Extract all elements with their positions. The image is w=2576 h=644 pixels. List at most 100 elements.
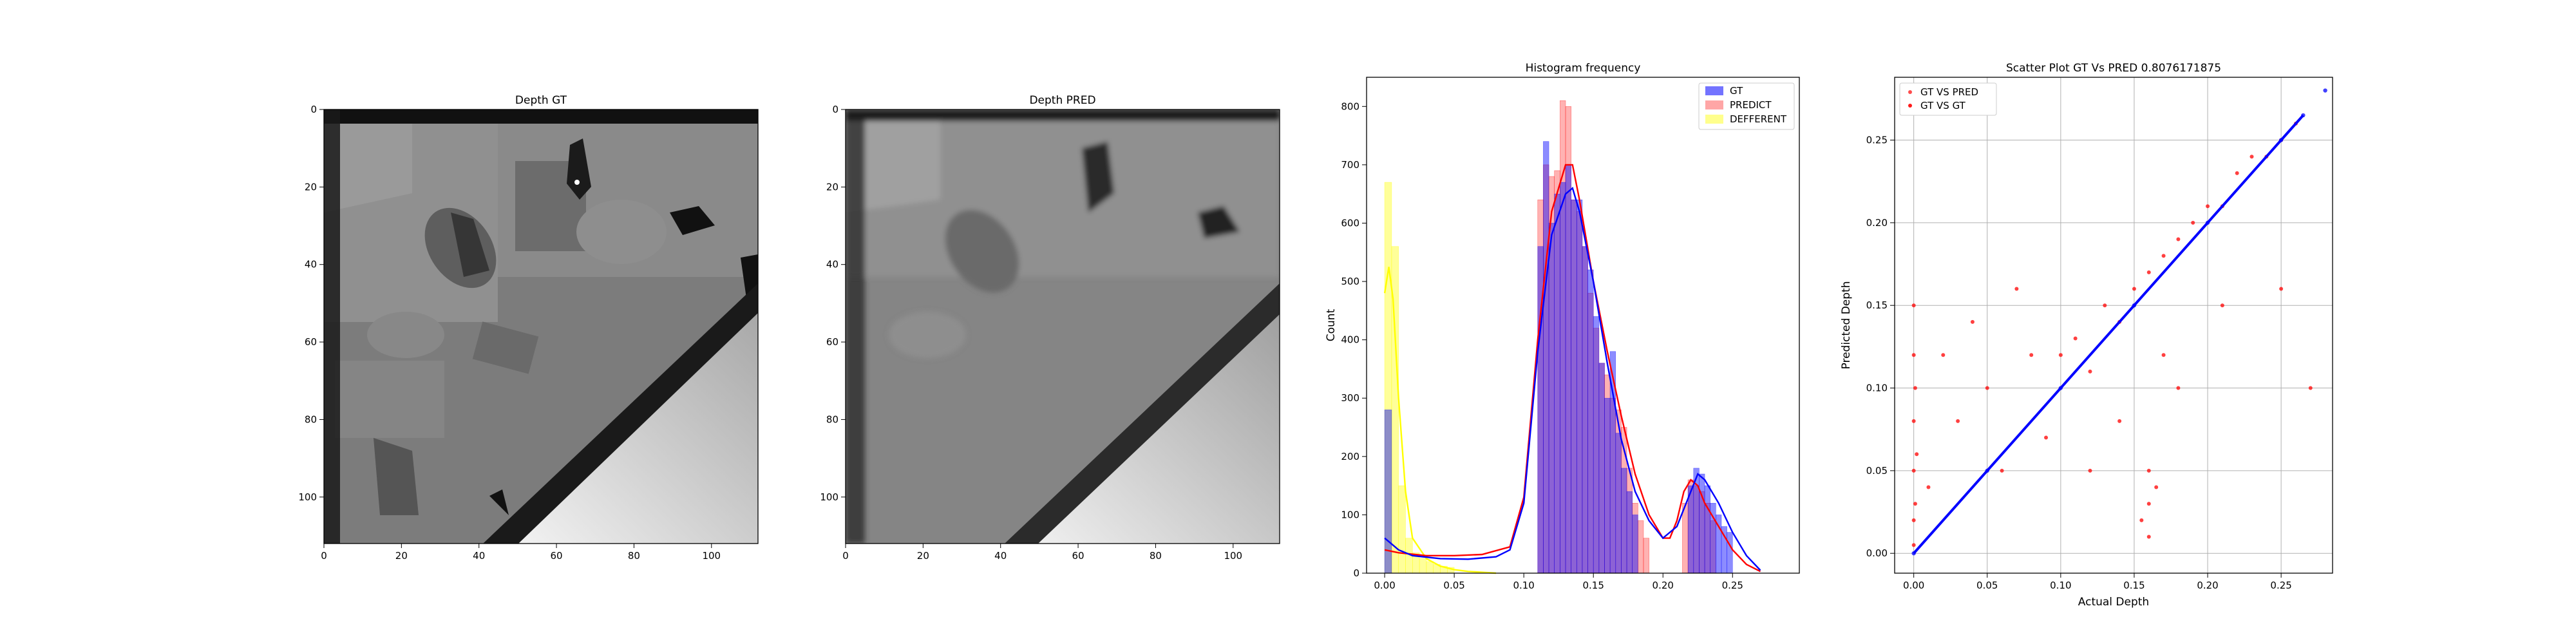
panel3-axes: 0.00 0.05 0.10 0.15 0.20 0.25 0 100 200 300 400 500…	[1341, 100, 1743, 591]
hist-bar	[1576, 199, 1583, 574]
point-gt-vs-pred	[2249, 155, 2254, 159]
point-gt-vs-pred	[1911, 543, 1916, 547]
panel-scatter: Scatter Plot GT Vs PRED 0.8076171875 0.0…	[1840, 62, 2333, 609]
point-gt-vs-pred	[1915, 452, 1919, 457]
y-tick-label: 80	[826, 413, 838, 425]
point-gt-vs-pred	[2044, 435, 2049, 440]
kde-line	[1384, 164, 1761, 573]
legend-label-gt-vs-pred: GT VS PRED	[1920, 86, 1978, 98]
y-tick-label: 0.00	[1866, 547, 1888, 559]
y-tick-label: 0	[310, 104, 317, 115]
point-gt-vs-pred	[1911, 518, 1916, 522]
hist-bar	[1565, 164, 1571, 574]
x-tick-label: 0.10	[2050, 580, 2071, 591]
hist-bar	[1419, 558, 1427, 574]
point-gt-vs-pred	[1941, 353, 1946, 357]
point-gt-vs-pred	[2191, 220, 2195, 225]
x-tick-label: 0.00	[1374, 580, 1395, 591]
point-gt-vs-pred	[2220, 303, 2224, 308]
point-gt-vs-pred	[2154, 485, 2159, 489]
point-gt-vs-pred	[2014, 287, 2019, 291]
panel-depth-gt: Depth GT 0 20 40 60 80 100 0 20 40 60 80 100	[298, 94, 759, 562]
panel-histogram: Histogram frequency 0.00 0.05 0.10 0.15 0.20…	[1325, 62, 1800, 591]
x-tick-label: 0.10	[1513, 580, 1534, 591]
x-tick-label: 80	[628, 550, 640, 562]
point-gt-vs-pred	[2279, 287, 2284, 291]
point-gt-vs-pred	[2088, 468, 2092, 473]
point-gt-vs-pred	[2029, 353, 2034, 357]
point-gt-vs-gt	[2323, 88, 2327, 93]
point-gt-vs-pred	[1913, 502, 1917, 506]
panel1-title: Depth GT	[515, 94, 567, 107]
y-tick-label: 20	[305, 181, 317, 193]
legend-label-predict: PREDICT	[1730, 99, 1772, 111]
panel4-ylabel: Predicted Depth	[1840, 281, 1853, 370]
point-gt-vs-pred	[2132, 287, 2136, 291]
point-gt-vs-pred	[2139, 518, 2144, 522]
x-tick-label: 0.05	[1976, 580, 1998, 591]
x-tick-label: 40	[994, 550, 1007, 562]
hist-bar	[1598, 363, 1605, 574]
y-tick-label: 0	[1353, 567, 1359, 579]
point-gt-vs-pred	[2146, 468, 2151, 473]
y-tick-label: 0.15	[1866, 299, 1888, 311]
point-gt-vs-pred	[2206, 204, 2210, 209]
legend-label-defferent: DEFFERENT	[1730, 113, 1787, 125]
y-tick-label: 0.20	[1866, 217, 1888, 229]
histogram-bars	[1384, 100, 1733, 574]
scatter-grid	[1895, 77, 2333, 573]
point-gt-vs-pred	[2103, 303, 2107, 308]
y-tick-label: 300	[1341, 392, 1359, 404]
kde-line	[1384, 187, 1761, 571]
hist-bar	[1398, 485, 1406, 574]
x-tick-label: 0.15	[1583, 580, 1604, 591]
y-tick-label: 40	[305, 259, 317, 270]
x-tick-label: 0.15	[2123, 580, 2145, 591]
panel4-frame	[1894, 77, 2333, 574]
x-tick-label: 0	[321, 550, 327, 562]
y-tick-label: 800	[1341, 100, 1359, 112]
y-tick-label: 20	[826, 181, 838, 193]
y-tick-label: 600	[1341, 217, 1359, 229]
hist-bar	[1621, 468, 1627, 574]
hist-bar	[1687, 485, 1694, 574]
hist-bar	[1632, 515, 1638, 574]
point-gt-vs-pred	[1911, 419, 1916, 423]
panel2-title: Depth PRED	[1029, 94, 1095, 107]
y-tick-label: 0.25	[1866, 135, 1888, 146]
hist-bar	[1593, 316, 1600, 574]
hist-bar	[1643, 538, 1649, 574]
panel3-ylabel: Count	[1325, 308, 1338, 341]
legend-swatch-predict	[1705, 100, 1723, 109]
x-tick-label: 60	[551, 550, 563, 562]
panel3-frame	[1366, 77, 1800, 574]
point-gt-vs-pred	[2235, 171, 2239, 175]
x-tick-label: 40	[473, 550, 485, 562]
y-tick-label: 40	[826, 259, 838, 270]
panel3-title: Histogram frequency	[1526, 62, 1641, 75]
y-tick-label: 100	[820, 491, 838, 503]
point-gt-vs-pred	[2176, 237, 2181, 242]
x-tick-label: 0	[842, 550, 849, 562]
hist-bar	[1682, 502, 1689, 574]
hist-bar	[1560, 182, 1566, 574]
y-tick-label: 60	[826, 336, 838, 348]
depth-pred-image	[846, 109, 1280, 544]
x-tick-label: 0.25	[2270, 580, 2291, 591]
x-tick-label: 0.20	[1653, 580, 1674, 591]
point-gt-vs-pred	[2117, 419, 2122, 423]
histogram-kde-lines	[1383, 164, 1761, 574]
y-tick-label: 60	[305, 336, 317, 348]
panel2-axes: 0 20 40 60 80 100 0 20 40 60 80 100	[820, 104, 1242, 562]
point-gt-vs-pred	[1926, 485, 1931, 489]
point-gt-vs-pred	[2308, 386, 2313, 390]
y-tick-label: 0.05	[1866, 465, 1888, 477]
point-gt-vs-pred	[1913, 386, 1917, 390]
hist-bar	[1384, 410, 1392, 574]
legend-swatch-defferent	[1705, 115, 1723, 124]
point-gt-vs-pred	[2073, 336, 2078, 341]
point-gt-vs-pred	[1956, 419, 1960, 423]
panel-depth-pred: Depth PRED 0 20 40 60 80 100 0 20 40 60 80 100	[820, 94, 1280, 562]
point-gt-vs-pred	[2146, 502, 2151, 506]
